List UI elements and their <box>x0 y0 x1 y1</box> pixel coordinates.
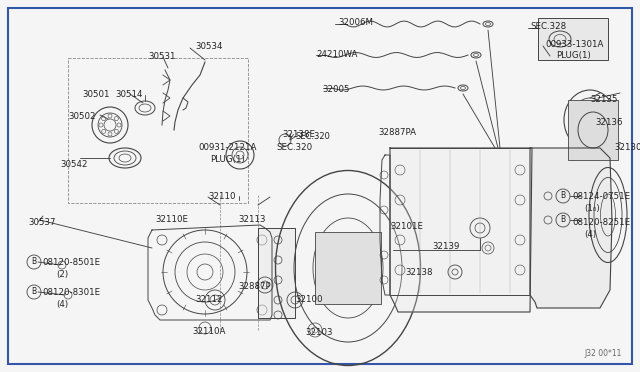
Text: SEC.320: SEC.320 <box>296 132 331 141</box>
Text: B: B <box>31 288 36 296</box>
Text: 32135: 32135 <box>590 95 618 104</box>
Text: 08120-8501E: 08120-8501E <box>42 258 100 267</box>
Bar <box>538 18 608 60</box>
Text: 30531: 30531 <box>148 52 175 61</box>
Text: (4): (4) <box>56 300 68 309</box>
Text: B: B <box>561 192 566 201</box>
Text: 32138: 32138 <box>405 268 433 277</box>
Text: 32110: 32110 <box>208 192 236 201</box>
Text: 32130: 32130 <box>614 143 640 152</box>
Polygon shape <box>258 228 295 318</box>
Text: 30542: 30542 <box>60 160 88 169</box>
Text: (1₀): (1₀) <box>584 204 600 213</box>
Text: 32112: 32112 <box>195 295 223 304</box>
Text: (4): (4) <box>584 230 596 239</box>
Text: 32101E: 32101E <box>390 222 423 231</box>
Text: PLUG(1): PLUG(1) <box>556 51 591 60</box>
Text: 32005: 32005 <box>322 85 349 94</box>
Text: 32136: 32136 <box>595 118 623 127</box>
Text: (2): (2) <box>56 270 68 279</box>
Polygon shape <box>390 148 532 312</box>
Text: 30514: 30514 <box>115 90 143 99</box>
Text: 32139: 32139 <box>432 242 460 251</box>
Text: 32103: 32103 <box>305 328 333 337</box>
Text: 00931-2121A: 00931-2121A <box>198 143 257 152</box>
Text: B: B <box>561 215 566 224</box>
Text: 08120-8251E: 08120-8251E <box>572 218 630 227</box>
Polygon shape <box>530 148 612 308</box>
Text: SEC.320: SEC.320 <box>276 143 312 152</box>
Text: 32113: 32113 <box>238 215 266 224</box>
Text: 32006M: 32006M <box>338 18 373 27</box>
Bar <box>315 232 381 304</box>
Text: 32138E: 32138E <box>282 130 315 139</box>
Text: 32887P: 32887P <box>238 282 271 291</box>
Text: 30502: 30502 <box>68 112 95 121</box>
Text: 32110E: 32110E <box>155 215 188 224</box>
Text: 32110A: 32110A <box>192 327 225 336</box>
Text: 24210WA: 24210WA <box>316 50 357 59</box>
Text: SEC.328: SEC.328 <box>530 22 566 31</box>
Text: 32100: 32100 <box>295 295 323 304</box>
Text: 30537: 30537 <box>28 218 56 227</box>
Text: B: B <box>31 257 36 266</box>
Text: 30501: 30501 <box>82 90 109 99</box>
Text: 30534: 30534 <box>195 42 223 51</box>
Text: 32887PA: 32887PA <box>378 128 416 137</box>
Text: 00933-1301A: 00933-1301A <box>545 40 604 49</box>
Bar <box>68 58 248 203</box>
Text: PLUG(1): PLUG(1) <box>210 155 244 164</box>
Bar <box>568 100 618 160</box>
Text: 08124-0751E: 08124-0751E <box>572 192 630 201</box>
Text: J32 00*11: J32 00*11 <box>584 349 622 358</box>
Text: 08120-8301E: 08120-8301E <box>42 288 100 297</box>
